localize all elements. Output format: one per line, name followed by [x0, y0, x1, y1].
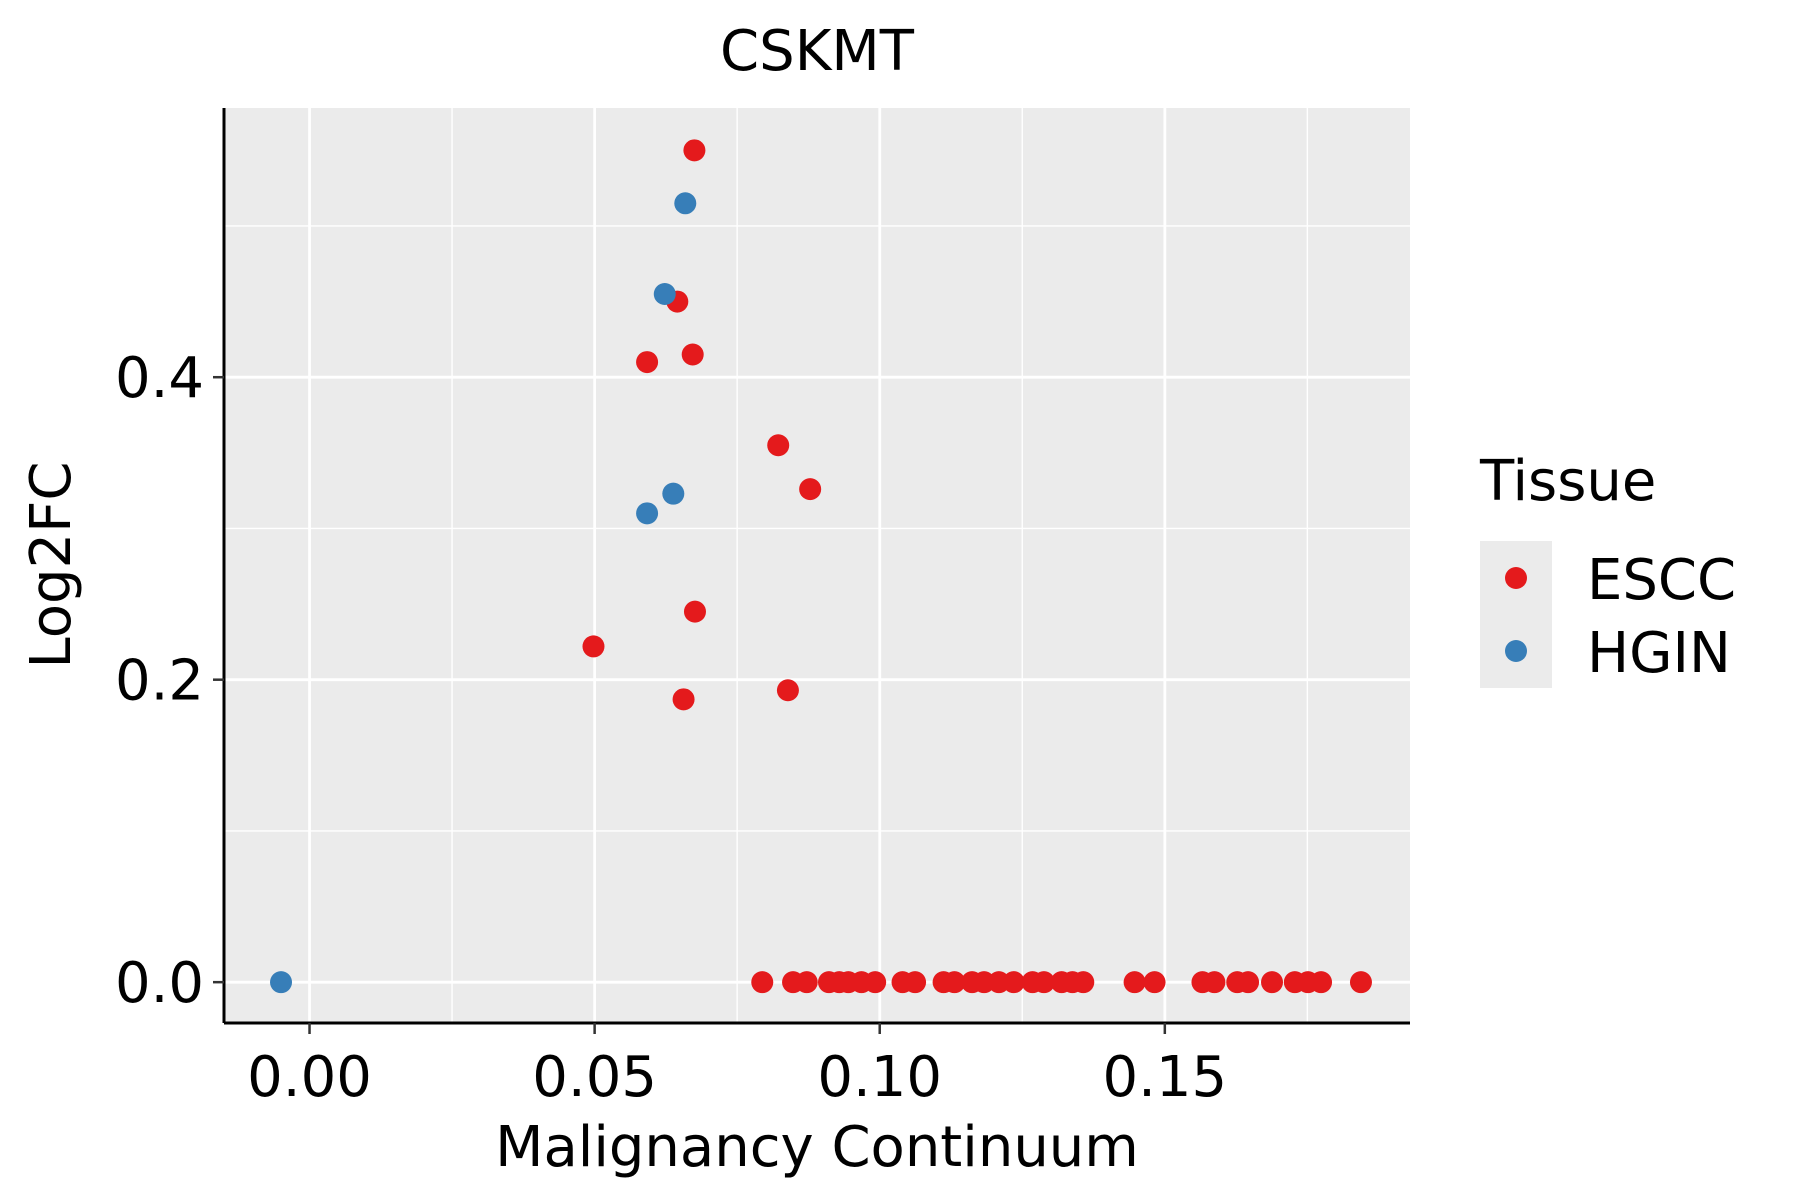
data-point-escc: [864, 971, 887, 994]
data-point-escc: [672, 688, 695, 711]
data-point-hgin: [270, 971, 293, 994]
axis-ticks: 0.00 0.05 0.10 0.15 0.0 0.2 0.4: [115, 346, 1227, 1110]
chart-title: CSKMT: [720, 19, 915, 84]
data-point-hgin: [636, 502, 659, 525]
data-point-escc: [751, 971, 774, 994]
legend-label-escc: ESCC: [1587, 548, 1736, 613]
data-point-escc: [795, 971, 818, 994]
data-point-hgin: [653, 283, 676, 306]
legend-title: Tissue: [1479, 449, 1656, 514]
y-axis-label: Log2FC: [19, 462, 84, 669]
data-point-escc: [1002, 971, 1025, 994]
data-points: [270, 139, 1372, 994]
data-point-escc: [1143, 971, 1166, 994]
data-point-escc: [1123, 971, 1146, 994]
data-point-hgin: [662, 482, 685, 505]
data-point-escc: [943, 971, 966, 994]
legend-label-hgin: HGIN: [1587, 621, 1731, 686]
legend-key-hgin: [1505, 640, 1527, 662]
data-point-escc: [904, 971, 927, 994]
x-axis-label: Malignancy Continuum: [495, 1115, 1139, 1180]
data-point-escc: [681, 343, 704, 366]
data-point-escc: [582, 635, 605, 658]
data-point-escc: [1203, 971, 1226, 994]
y-tick-label: 0.4: [115, 346, 204, 411]
legend: Tissue ESCC HGIN: [1479, 449, 1736, 688]
data-point-escc: [1349, 971, 1372, 994]
x-tick-label: 0.15: [1102, 1045, 1227, 1110]
plot-panel: [224, 108, 1410, 1023]
x-tick-label: 0.05: [532, 1045, 657, 1110]
data-point-escc: [636, 351, 659, 374]
data-point-escc: [776, 679, 799, 702]
x-tick-label: 0.00: [247, 1045, 372, 1110]
data-point-escc: [1032, 971, 1055, 994]
data-point-escc: [1072, 971, 1095, 994]
legend-key-background: [1480, 541, 1552, 688]
data-point-escc: [683, 139, 706, 162]
data-point-escc: [1261, 971, 1284, 994]
data-point-escc: [799, 478, 822, 501]
y-tick-label: 0.0: [115, 951, 204, 1016]
data-point-escc: [1310, 971, 1333, 994]
data-point-hgin: [674, 192, 697, 215]
y-tick-label: 0.2: [115, 649, 204, 714]
x-tick-label: 0.10: [817, 1045, 942, 1110]
data-point-escc: [1237, 971, 1260, 994]
data-point-escc: [767, 434, 790, 457]
data-point-escc: [683, 600, 706, 623]
legend-key-escc: [1505, 567, 1527, 589]
